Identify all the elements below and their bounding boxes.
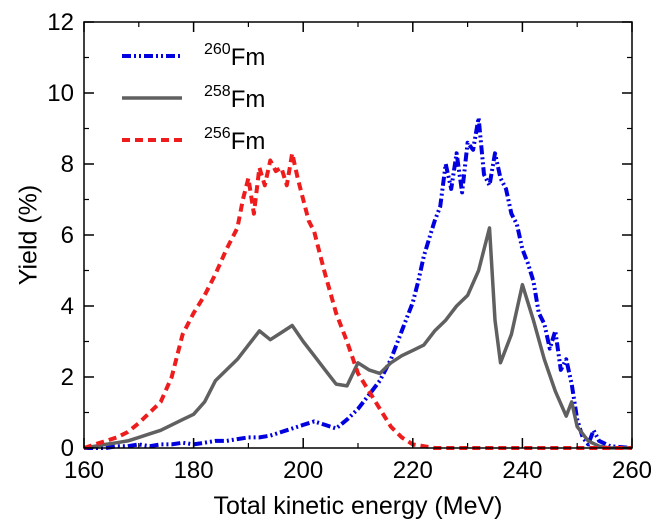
x-tick-label: 180 (174, 457, 214, 484)
series-line-258fm (83, 226, 632, 450)
y-tick-label: 2 (61, 364, 74, 391)
y-tick-label: 12 (47, 9, 74, 36)
y-axis-title: Yield (%) (15, 185, 43, 286)
ticks-layer: 160 180 200 220 240 260 0 2 4 6 8 10 12 (47, 9, 652, 484)
x-tick-label: 240 (502, 457, 542, 484)
y-tick-label: 6 (61, 222, 74, 249)
legend-label-256fm: 256Fm (204, 125, 265, 155)
legend: 260Fm 258Fm 256Fm (122, 41, 265, 155)
x-tick-label: 160 (64, 457, 104, 484)
legend-label-260fm: 260Fm (204, 41, 265, 71)
series-line-260fm (84, 115, 633, 450)
y-tick-label: 0 (61, 435, 74, 462)
legend-label-258fm: 258Fm (204, 83, 265, 113)
x-tick-label: 260 (612, 457, 652, 484)
plot-frame (83, 21, 633, 449)
x-tick-label: 200 (283, 457, 323, 484)
y-tick-label: 10 (47, 80, 74, 107)
series-layer (83, 115, 633, 450)
y-tick-label: 8 (61, 151, 74, 178)
x-axis-title: Total kinetic energy (MeV) (213, 492, 502, 520)
series-line-256fm (83, 151, 632, 450)
x-tick-label: 220 (393, 457, 433, 484)
y-tick-label: 4 (61, 293, 74, 320)
